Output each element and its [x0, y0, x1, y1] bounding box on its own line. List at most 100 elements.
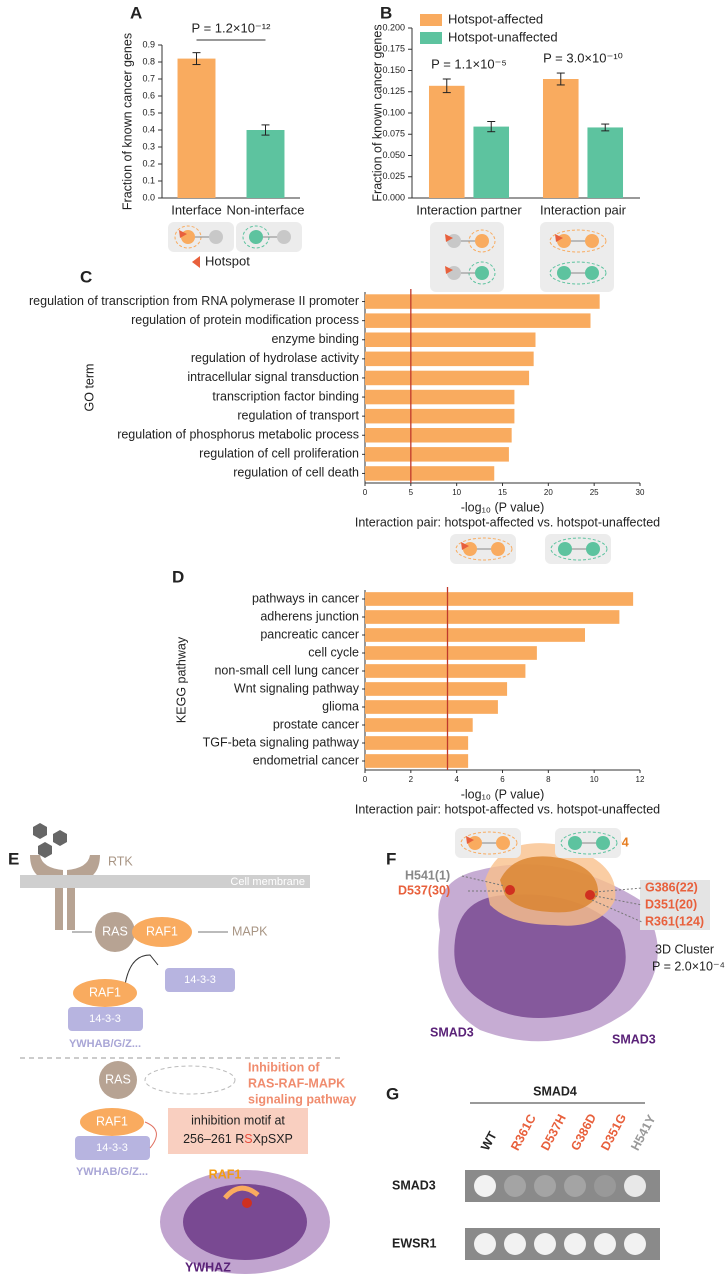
membrane — [20, 875, 310, 888]
bar — [365, 332, 536, 348]
colony — [564, 1233, 586, 1255]
y-tick-label: prostate cancer — [273, 717, 359, 731]
column-label: WT — [478, 1129, 500, 1153]
y-tick-label: endometrial cancer — [253, 753, 359, 767]
inhibition-text: Inhibition of — [248, 1060, 320, 1074]
x-tick-label: 4 — [454, 775, 459, 784]
annotation: P = 1.1×10⁻⁵ — [431, 56, 507, 71]
ligand — [38, 842, 52, 858]
icon-node — [585, 234, 599, 248]
icon-halo — [549, 229, 607, 253]
x-tick-label: 2 — [409, 775, 414, 784]
pointer — [591, 899, 643, 923]
y-tick-label: 0.075 — [382, 129, 405, 139]
bar — [587, 127, 624, 198]
inhibition-text: signaling pathway — [248, 1092, 356, 1106]
y-tick-label: 0.4 — [142, 124, 155, 134]
bar — [473, 126, 510, 198]
y-tick-label: 0.7 — [142, 73, 155, 83]
icon-hotspot — [179, 230, 187, 238]
peptide — [223, 1185, 260, 1200]
x-tick-label: 6 — [500, 775, 505, 784]
y-tick-label: 0.6 — [142, 90, 155, 100]
panel-e: E RTK Cell membrane RAS RAF1 MAPK 14-3-3… — [8, 823, 356, 1274]
x-tick-label: 30 — [636, 488, 645, 497]
row-label: EWSR1 — [392, 1236, 437, 1250]
ras-label: RAS — [102, 924, 128, 938]
x-axis-label: -log₁₀ (P value) — [461, 787, 545, 801]
g-header: SMAD4 — [533, 1084, 577, 1098]
membrane-label: Cell membrane — [230, 876, 305, 888]
bar — [246, 130, 285, 198]
icon-halo — [455, 537, 513, 561]
colony — [504, 1233, 526, 1255]
mutation-label: D537(30) — [398, 883, 450, 897]
y-tick-label: 0.2 — [142, 158, 155, 168]
legend-swatch — [420, 14, 442, 26]
pointer — [461, 875, 506, 887]
x-tick-label: 10 — [590, 775, 599, 784]
y-tick-label: pancreatic cancer — [260, 627, 359, 641]
x-tick-label: Interaction pair — [540, 202, 627, 217]
motif-part: XpSXP — [253, 1132, 293, 1146]
x-tick-label: 25 — [590, 488, 599, 497]
annotation: P = 3.0×10⁻¹⁰ — [543, 50, 623, 65]
y-tick-label: transcription factor binding — [212, 389, 359, 403]
ligand — [33, 823, 47, 839]
column-label: R361C — [508, 1112, 539, 1153]
bar — [365, 718, 473, 732]
panel-g: G SMAD4 SMAD3 EWSR1 WT R361C D537H G386D D35… — [386, 1084, 660, 1260]
icon-node — [557, 266, 571, 280]
x-tick-label: Non-interface — [226, 202, 304, 217]
gene-label: YWHAB/G/Z... — [76, 1166, 148, 1178]
column-label: G386D — [568, 1111, 599, 1153]
x-tick-label: 10 — [452, 488, 461, 497]
y-axis-label: KEGG pathway — [174, 636, 188, 723]
y-tick-label: regulation of transcription from RNA pol… — [29, 294, 359, 308]
gene-label: YWHAB/G/Z... — [69, 1038, 141, 1050]
cluster-p: P = 2.0×10⁻⁴ — [652, 959, 725, 973]
mutation-label: D351(20) — [645, 897, 697, 911]
colony — [624, 1175, 646, 1197]
colony — [474, 1175, 496, 1197]
subtitle: Interaction pair: hotspot-affected vs. h… — [355, 515, 660, 529]
hotspot-key — [192, 256, 200, 268]
ligand — [53, 830, 67, 846]
y-tick-label: 0.175 — [382, 44, 405, 54]
icon-node — [596, 836, 610, 850]
x-tick-label: 0 — [363, 775, 368, 784]
y-tick-label: 0.150 — [382, 65, 405, 75]
column-label: H541Y — [628, 1112, 659, 1153]
bar — [365, 592, 634, 606]
icon-node — [491, 542, 505, 556]
icon-halo — [560, 831, 618, 855]
icon-hotspot — [461, 542, 469, 550]
icon-hotspot — [445, 234, 453, 242]
panel-label: C — [80, 267, 92, 286]
y-axis-label: GO term — [82, 364, 96, 412]
raf1 — [80, 1108, 144, 1136]
icon-halo — [550, 537, 608, 561]
bar — [365, 466, 495, 481]
x-tick-label: 20 — [544, 488, 553, 497]
receptor — [67, 855, 100, 930]
bar — [365, 351, 534, 367]
panel-label: G — [386, 1084, 399, 1103]
missing-raf1 — [144, 1065, 236, 1095]
raf1-label: RAF1 — [209, 1167, 242, 1181]
mutation-label: H541(1) — [405, 868, 450, 882]
bar — [365, 700, 498, 714]
y-tick-label: regulation of transport — [237, 408, 359, 422]
y-tick-label: 0.125 — [382, 86, 405, 96]
y-tick-label: 0.025 — [382, 171, 405, 181]
panel-label: E — [8, 849, 19, 868]
y-tick-label: regulation of phosphorus metabolic proce… — [117, 428, 359, 442]
x-tick-label: 0 — [363, 488, 368, 497]
colony — [594, 1175, 616, 1197]
bar — [428, 85, 465, 198]
bar — [365, 313, 591, 328]
y-tick-label: cell cycle — [308, 645, 359, 659]
ras — [95, 912, 135, 952]
panel-label: D — [172, 567, 184, 586]
